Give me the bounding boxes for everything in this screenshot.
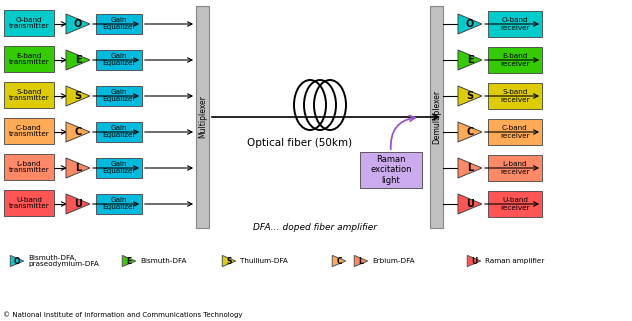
FancyBboxPatch shape <box>4 154 54 180</box>
Text: Bismuth-DFA,
praseodymium-DFA: Bismuth-DFA, praseodymium-DFA <box>28 255 99 267</box>
FancyBboxPatch shape <box>4 82 54 108</box>
Text: U-band
receiver: U-band receiver <box>500 197 530 211</box>
Polygon shape <box>66 122 90 142</box>
Text: C: C <box>75 127 82 137</box>
FancyBboxPatch shape <box>96 50 142 70</box>
FancyBboxPatch shape <box>196 6 209 228</box>
FancyBboxPatch shape <box>488 11 542 37</box>
Text: Multiplexer: Multiplexer <box>198 96 207 138</box>
FancyBboxPatch shape <box>488 155 542 181</box>
FancyBboxPatch shape <box>4 118 54 144</box>
Text: U: U <box>74 199 82 209</box>
Text: Erbium-DFA: Erbium-DFA <box>372 258 415 264</box>
Polygon shape <box>458 122 482 142</box>
Text: Raman amplifier: Raman amplifier <box>485 258 544 264</box>
Text: O: O <box>14 256 20 265</box>
Polygon shape <box>122 256 136 267</box>
Polygon shape <box>467 256 481 267</box>
Text: L-band
receiver: L-band receiver <box>500 161 530 175</box>
Text: C: C <box>466 127 473 137</box>
Text: L: L <box>75 163 81 173</box>
FancyBboxPatch shape <box>430 6 443 228</box>
Text: Demultiplexer: Demultiplexer <box>432 90 441 144</box>
FancyBboxPatch shape <box>96 86 142 106</box>
Polygon shape <box>66 14 90 34</box>
Text: Gain
Equalizer: Gain Equalizer <box>102 126 136 138</box>
Text: L: L <box>358 256 363 265</box>
FancyBboxPatch shape <box>488 191 542 217</box>
Text: U-band
transmitter: U-band transmitter <box>9 196 49 210</box>
Text: Gain
Equalizer: Gain Equalizer <box>102 54 136 66</box>
Polygon shape <box>458 14 482 34</box>
Text: Gain
Equalizer: Gain Equalizer <box>102 90 136 102</box>
Text: C: C <box>336 256 342 265</box>
FancyBboxPatch shape <box>96 158 142 178</box>
Text: Gain
Equalizer: Gain Equalizer <box>102 18 136 30</box>
Text: E: E <box>466 55 473 65</box>
Text: S: S <box>75 91 82 101</box>
FancyBboxPatch shape <box>488 47 542 73</box>
Text: S-band
transmitter: S-band transmitter <box>9 89 49 101</box>
Text: O: O <box>466 19 474 29</box>
FancyBboxPatch shape <box>488 83 542 109</box>
FancyBboxPatch shape <box>96 14 142 34</box>
Text: DFA… doped fiber amplifier: DFA… doped fiber amplifier <box>253 223 377 232</box>
FancyBboxPatch shape <box>4 46 54 72</box>
Text: L-band
transmitter: L-band transmitter <box>9 160 49 173</box>
Text: E: E <box>126 256 131 265</box>
Text: © National Institute of Information and Communications Technology: © National Institute of Information and … <box>3 311 243 318</box>
FancyBboxPatch shape <box>4 10 54 36</box>
Text: Bismuth-DFA: Bismuth-DFA <box>140 258 186 264</box>
Text: E: E <box>75 55 82 65</box>
Polygon shape <box>458 158 482 178</box>
Text: L: L <box>467 163 473 173</box>
Text: E-band
receiver: E-band receiver <box>500 54 530 66</box>
FancyBboxPatch shape <box>488 119 542 145</box>
Polygon shape <box>332 256 346 267</box>
Text: S: S <box>466 91 473 101</box>
Text: O-band
transmitter: O-band transmitter <box>9 16 49 30</box>
Text: C-band
transmitter: C-band transmitter <box>9 125 49 137</box>
Text: Optical fiber (50km): Optical fiber (50km) <box>248 138 353 148</box>
Polygon shape <box>458 194 482 214</box>
Polygon shape <box>66 194 90 214</box>
Polygon shape <box>222 256 236 267</box>
Text: C-band
receiver: C-band receiver <box>500 126 530 138</box>
Text: U: U <box>466 199 474 209</box>
Polygon shape <box>10 256 24 267</box>
Polygon shape <box>458 50 482 70</box>
Text: O-band
receiver: O-band receiver <box>500 18 530 30</box>
Text: Gain
Equalizer: Gain Equalizer <box>102 161 136 175</box>
Polygon shape <box>458 86 482 106</box>
Text: S-band
receiver: S-band receiver <box>500 90 530 102</box>
Polygon shape <box>355 256 368 267</box>
Text: Thullium-DFA: Thullium-DFA <box>240 258 288 264</box>
Text: O: O <box>74 19 82 29</box>
FancyBboxPatch shape <box>4 190 54 216</box>
Text: S: S <box>226 256 232 265</box>
FancyBboxPatch shape <box>360 152 422 188</box>
FancyBboxPatch shape <box>96 194 142 214</box>
Text: Raman
excitation
light: Raman excitation light <box>370 155 412 185</box>
FancyBboxPatch shape <box>96 122 142 142</box>
Text: E-band
transmitter: E-band transmitter <box>9 53 49 65</box>
Text: Gain
Equalizer: Gain Equalizer <box>102 197 136 211</box>
Text: U: U <box>471 256 477 265</box>
Polygon shape <box>66 50 90 70</box>
Polygon shape <box>66 158 90 178</box>
Polygon shape <box>66 86 90 106</box>
